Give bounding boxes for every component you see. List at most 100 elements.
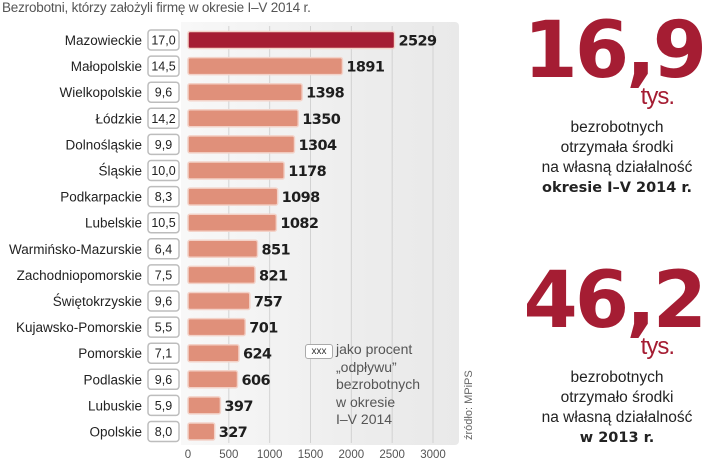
category-label: Małopolskie bbox=[71, 59, 142, 74]
category-label: Lubelskie bbox=[85, 216, 142, 231]
legend-swatch: xxx bbox=[305, 344, 333, 359]
value-label: 606 bbox=[241, 373, 270, 389]
category-label: Łódzkie bbox=[95, 111, 142, 126]
percent-box bbox=[147, 29, 180, 51]
legend-text: jako procent „odpływu” bezrobotnych w ok… bbox=[336, 341, 420, 429]
category-label: Opolskie bbox=[89, 425, 142, 440]
bar-row: Łódzkie 14,2 1350 bbox=[95, 107, 341, 130]
percent-box bbox=[147, 394, 180, 417]
category-label: Podlaskie bbox=[83, 372, 142, 387]
bar-row: Podkarpackie 8,3 1098 bbox=[60, 185, 321, 208]
value-label: 701 bbox=[249, 321, 278, 337]
stat-line: na własną działalność bbox=[541, 409, 693, 426]
bar-row: Małopolskie 14,5 1891 bbox=[71, 55, 385, 77]
value-label: 2529 bbox=[399, 34, 437, 50]
percent-label: 7,1 bbox=[155, 347, 172, 361]
category-label: Kujawsko-Pomorskie bbox=[16, 320, 142, 335]
category-label: Zachodniopomorskie bbox=[17, 268, 142, 283]
percent-label: 9,6 bbox=[155, 295, 172, 309]
legend-line: jako procent bbox=[336, 341, 413, 357]
category-label: Śląskie bbox=[98, 164, 142, 179]
percent-box bbox=[147, 185, 180, 208]
chart-title: Bezrobotni, którzy założyli firmę w okre… bbox=[2, 0, 311, 15]
bar bbox=[187, 213, 278, 232]
legend-line: bezrobotnych bbox=[336, 376, 421, 392]
value-label: 1891 bbox=[346, 60, 384, 76]
percent-label: 6,4 bbox=[155, 242, 172, 256]
bar bbox=[187, 135, 296, 154]
stat-line: na własną działalność bbox=[541, 159, 693, 176]
bar-row: Zachodniopomorskie 7,5 821 bbox=[17, 264, 289, 286]
x-tick-label: 1500 bbox=[298, 449, 324, 461]
category-label: Pomorskie bbox=[78, 346, 142, 361]
stat-description: bezrobotnych otrzymała środki na własną … bbox=[522, 118, 712, 198]
percent-label: 5,9 bbox=[155, 399, 172, 413]
category-label: Świętokrzyskie bbox=[53, 294, 142, 309]
bar-row: Lubelskie 10,5 1082 bbox=[85, 211, 319, 234]
bar-row: Dolnośląskie 9,9 1304 bbox=[65, 133, 338, 156]
stat-line: bezrobotnych bbox=[570, 369, 664, 386]
percent-label: 10,5 bbox=[151, 216, 175, 230]
x-tick-label: 1000 bbox=[257, 449, 283, 461]
stat-period: w 2013 r. bbox=[579, 430, 655, 446]
bar-row: Mazowieckie 17,0 2529 bbox=[65, 29, 438, 51]
percent-box bbox=[147, 264, 180, 286]
value-label: 1398 bbox=[306, 86, 344, 102]
source-label: źródło: MPiPS bbox=[463, 370, 475, 440]
percent-box bbox=[147, 211, 180, 234]
percent-box bbox=[147, 159, 180, 182]
percent-label: 8,0 bbox=[155, 425, 172, 439]
bar-row: Kujawsko-Pomorskie 5,5 701 bbox=[16, 316, 279, 338]
percent-label: 14,2 bbox=[151, 112, 175, 126]
percent-label: 7,5 bbox=[155, 268, 172, 282]
value-label: 624 bbox=[243, 347, 272, 363]
value-label: 1098 bbox=[282, 190, 320, 206]
x-tick-label: 3000 bbox=[420, 449, 446, 461]
bar bbox=[187, 187, 279, 206]
x-tick-label: 500 bbox=[219, 449, 238, 461]
stat-description: bezrobotnych otrzymało środki na własną … bbox=[522, 368, 712, 448]
bar bbox=[187, 30, 396, 50]
bar-row: Podlaskie 9,6 606 bbox=[83, 368, 271, 391]
legend-line: I–V 2014 bbox=[336, 411, 393, 427]
category-label: Dolnośląskie bbox=[65, 137, 142, 152]
bar-row: Opolskie 8,0 327 bbox=[89, 420, 248, 443]
bar bbox=[187, 370, 239, 389]
bar bbox=[187, 317, 246, 337]
stat-2014: 16,9 tys. bezrobotnych otrzymała środki … bbox=[522, 12, 712, 198]
value-label: 1350 bbox=[302, 112, 340, 128]
percent-label: 17,0 bbox=[151, 34, 175, 48]
percent-label: 5,5 bbox=[155, 321, 172, 335]
stat-value: 46,2 bbox=[523, 256, 707, 346]
bar bbox=[187, 396, 222, 415]
percent-box bbox=[147, 238, 180, 260]
category-label: Mazowieckie bbox=[65, 33, 142, 48]
value-label: 757 bbox=[254, 295, 282, 311]
percent-label: 9,6 bbox=[155, 373, 172, 387]
legend-line: w okresie bbox=[336, 393, 396, 410]
bar bbox=[187, 265, 256, 285]
category-label: Podkarpackie bbox=[60, 190, 142, 205]
legend-line: „odpływu” bbox=[336, 358, 397, 375]
percent-label: 8,3 bbox=[155, 190, 172, 204]
value-label: 1304 bbox=[298, 138, 336, 154]
percent-label: 14,5 bbox=[151, 60, 175, 74]
bar bbox=[187, 343, 240, 363]
bar bbox=[187, 56, 344, 76]
percent-box bbox=[147, 368, 180, 391]
percent-box bbox=[147, 290, 180, 312]
value-label: 397 bbox=[224, 399, 252, 415]
percent-box bbox=[147, 55, 180, 77]
bar-row: Warmińsko-Mazurskie 6,4 851 bbox=[9, 238, 291, 260]
bar-row: Pomorskie 7,1 624 bbox=[78, 342, 273, 364]
category-label: Wielkopolskie bbox=[59, 85, 142, 100]
x-tick-label: 2500 bbox=[379, 449, 405, 461]
bar-row: Wielkopolskie 9,6 1398 bbox=[59, 81, 345, 103]
category-label: Warmińsko-Mazurskie bbox=[9, 242, 142, 257]
bar bbox=[187, 291, 251, 311]
percent-box bbox=[147, 420, 180, 443]
value-label: 1082 bbox=[280, 216, 318, 232]
stat-period: okresie I–V 2014 r. bbox=[542, 180, 692, 196]
percent-box bbox=[147, 316, 180, 338]
stat-value: 16,9 bbox=[523, 6, 707, 96]
